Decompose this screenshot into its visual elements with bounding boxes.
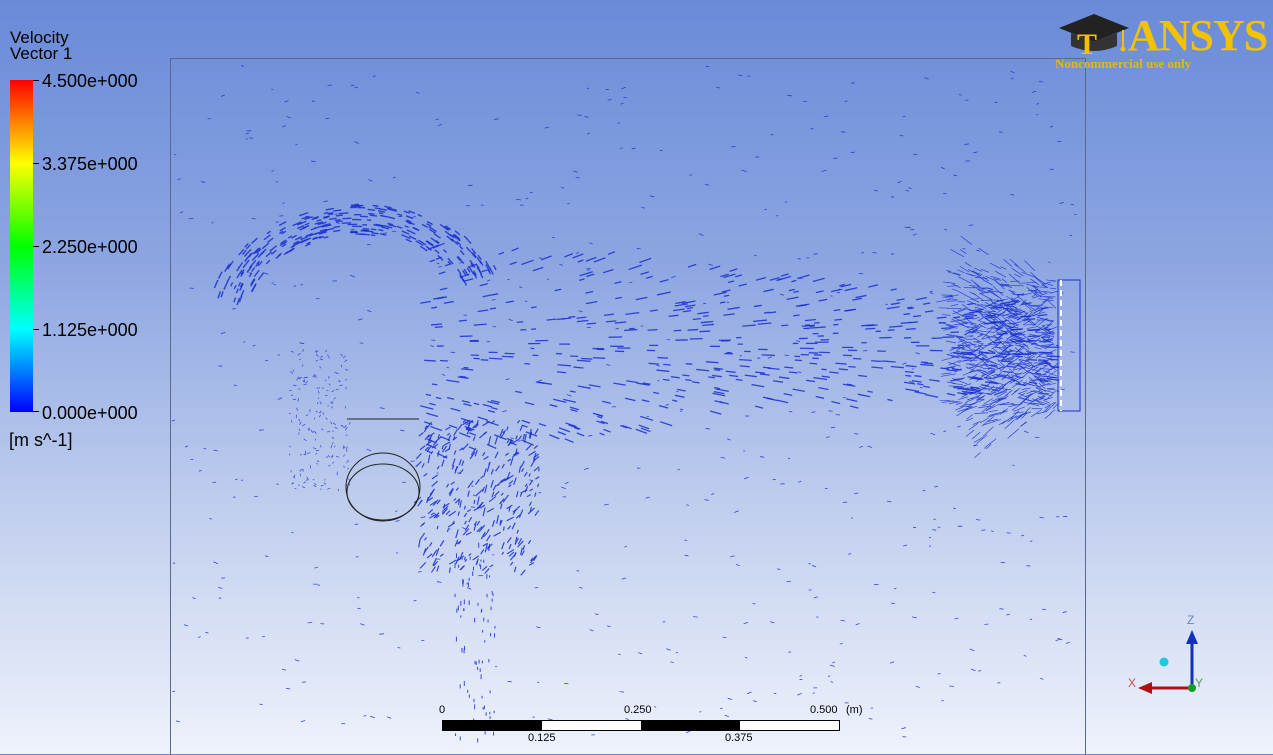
legend-tick-label-max: 4.500e+000 <box>42 71 138 92</box>
axis-triad: Z X Y <box>1120 608 1220 708</box>
legend-object-name: Vector 1 <box>10 46 72 62</box>
graduation-cap-icon: T <box>1057 10 1131 58</box>
obstacle-outline <box>346 453 420 521</box>
legend-colorbar <box>10 80 33 412</box>
scale-bar-segment <box>443 721 542 730</box>
logo-wordmark: ANSYS <box>1128 12 1267 60</box>
rotation-center-icon <box>1160 658 1169 667</box>
legend-tick-label: 2.250e+000 <box>42 237 138 258</box>
legend-tick <box>33 163 39 164</box>
ansys-logo: T ANSYS Noncommercial use only <box>1053 8 1263 74</box>
scale-bar-track <box>442 720 840 731</box>
legend-tick <box>33 80 39 81</box>
legend-units: [m s^-1] <box>9 430 72 451</box>
scale-label-0: 0 <box>439 704 445 716</box>
scale-bar-segment <box>641 721 740 730</box>
logo-license-notice: Noncommercial use only <box>1055 56 1191 72</box>
z-axis-label: Z <box>1187 613 1194 627</box>
legend-tick <box>33 246 39 247</box>
obstacle-inner-outline <box>347 464 419 520</box>
legend-tick <box>33 329 39 330</box>
scale-label-0250: 0.250 <box>624 704 652 716</box>
x-axis-label: X <box>1128 676 1136 690</box>
scale-label-0125: 0.125 <box>528 732 556 744</box>
scale-label-0500: 0.500 <box>810 704 838 716</box>
legend-tick <box>33 411 39 412</box>
legend-title: Velocity Vector 1 <box>10 30 72 62</box>
legend-tick-label: 1.125e+000 <box>42 320 138 341</box>
scale-unit: (m) <box>846 704 863 716</box>
scale-bar: 0 0.250 0.500 (m) 0.125 0.375 <box>430 700 860 754</box>
y-axis-label: Y <box>1195 676 1203 690</box>
svg-text:T: T <box>1077 28 1097 58</box>
legend-tick-label-min: 0.000e+000 <box>42 403 138 424</box>
legend-tick-label: 3.375e+000 <box>42 154 138 175</box>
scale-label-0375: 0.375 <box>725 732 753 744</box>
